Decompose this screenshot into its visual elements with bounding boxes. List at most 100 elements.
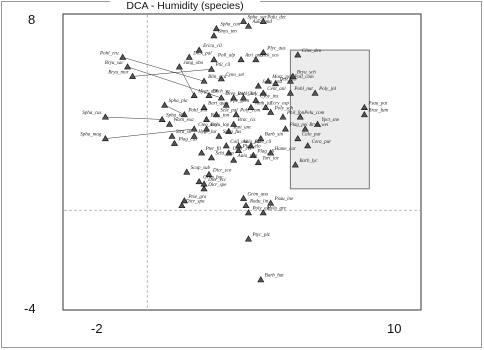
point-marker <box>207 65 215 72</box>
species-label: Erica_cil <box>202 44 222 49</box>
species-label: Poll_com <box>293 75 314 80</box>
point-marker <box>267 199 275 206</box>
species-label: Dicr_sco <box>212 168 232 173</box>
species-label: Hygr_dal <box>197 90 218 95</box>
species-label: Ptil_cil <box>214 63 230 68</box>
species-label: Pohl_cru <box>99 51 119 56</box>
point-marker <box>244 235 252 242</box>
species-label: Grim_ano <box>248 192 269 197</box>
point-marker <box>314 120 322 127</box>
species-label: Plag_ell <box>256 149 275 154</box>
point-marker <box>207 154 215 161</box>
point-marker <box>212 24 220 32</box>
point-marker <box>230 156 238 163</box>
point-marker <box>259 48 267 55</box>
species-label: Scle_pal <box>220 109 238 114</box>
species-label: Pohl_dal <box>237 92 257 97</box>
species-label: Psau_pat <box>367 101 388 106</box>
point-marker <box>119 53 127 60</box>
species-label: Scap_sub <box>191 166 211 171</box>
point-marker <box>222 101 230 108</box>
species-label: Pohl_sim <box>187 109 207 114</box>
y-tick-label-top: 8 <box>28 12 35 27</box>
point-marker <box>267 149 275 156</box>
species-label: Dick_pal <box>192 51 212 56</box>
point-marker <box>170 139 178 146</box>
point-marker <box>249 151 257 158</box>
leader-line <box>164 104 185 115</box>
point-marker <box>180 111 188 118</box>
point-marker <box>286 89 294 96</box>
species-label: Spha_cus <box>82 111 101 116</box>
point-marker <box>222 142 230 149</box>
species-label: Dicr_spe <box>207 183 227 188</box>
point-marker <box>195 46 203 53</box>
species-label: Poly_alp <box>251 207 271 212</box>
species-label: Marc_pol <box>271 75 292 80</box>
point-marker <box>289 72 297 79</box>
point-marker <box>247 103 255 110</box>
point-marker <box>225 127 233 134</box>
species-label: Barb_lyc <box>299 159 318 164</box>
species-label: Barb_sin <box>265 133 284 138</box>
species-label: Palu_dec <box>266 15 287 20</box>
species-label: Dicr_spa <box>185 200 205 205</box>
species-label: Spha_ten <box>166 113 185 118</box>
point-marker <box>254 82 262 89</box>
point-marker <box>215 132 223 139</box>
species-label: Scap_und <box>262 80 282 85</box>
point-marker <box>168 132 176 139</box>
point-marker <box>178 201 186 209</box>
point-marker <box>161 101 169 108</box>
plot-area <box>62 13 422 311</box>
point-marker <box>212 111 220 118</box>
point-marker <box>240 17 248 24</box>
species-label: Barb_hat <box>265 274 285 279</box>
point-marker <box>257 276 265 283</box>
species-label: Anth_jul <box>254 101 273 106</box>
point-marker <box>272 79 280 87</box>
species-label: Cyoy_ins <box>260 94 279 99</box>
point-marker <box>205 170 213 177</box>
point-marker <box>232 111 240 118</box>
point-marker <box>311 89 319 96</box>
point-marker <box>230 94 238 101</box>
species-label: Psau_ine <box>274 197 294 202</box>
species-label: Drep_unc <box>224 92 246 97</box>
point-marker <box>296 113 304 120</box>
x-tick-label-right: 10 <box>387 321 401 336</box>
point-marker <box>252 96 260 103</box>
point-marker <box>279 113 287 120</box>
point-marker <box>240 194 248 201</box>
species-label: Cent_anl <box>267 87 286 92</box>
species-label: Schi_apo <box>215 152 234 157</box>
species-label: Plyc_aus <box>266 46 285 51</box>
x-tick-label-left: -2 <box>91 321 103 336</box>
species-label: Ptse_gra <box>187 195 207 200</box>
species-label: Ptyc_plz <box>251 233 269 238</box>
species-label: Spha_sqr <box>248 15 267 20</box>
point-marker <box>360 103 368 110</box>
chart-title: DCA - Humidity (species) <box>110 0 260 12</box>
species-label: Cera_pur <box>312 140 332 145</box>
species-label: Spha_mag <box>80 133 102 138</box>
species-label: Dicr_ecc <box>207 178 227 183</box>
point-marker <box>301 125 309 132</box>
point-marker <box>230 120 238 127</box>
point-marker <box>291 161 299 168</box>
species-label: Ppe_gom <box>229 99 249 104</box>
species-label: Grim_bac <box>203 176 224 181</box>
point-marker <box>200 103 208 110</box>
species-label: Chry_cos <box>248 92 267 97</box>
leader-line <box>122 57 205 82</box>
point-marker <box>124 63 132 70</box>
species-label: Poly_com <box>239 109 260 114</box>
point-marker <box>190 125 198 132</box>
point-marker <box>183 168 191 175</box>
point-marker <box>198 149 206 156</box>
species-label: Plag_pei <box>288 123 308 128</box>
point-marker <box>237 56 245 63</box>
point-marker <box>286 77 294 84</box>
point-marker <box>252 56 260 63</box>
